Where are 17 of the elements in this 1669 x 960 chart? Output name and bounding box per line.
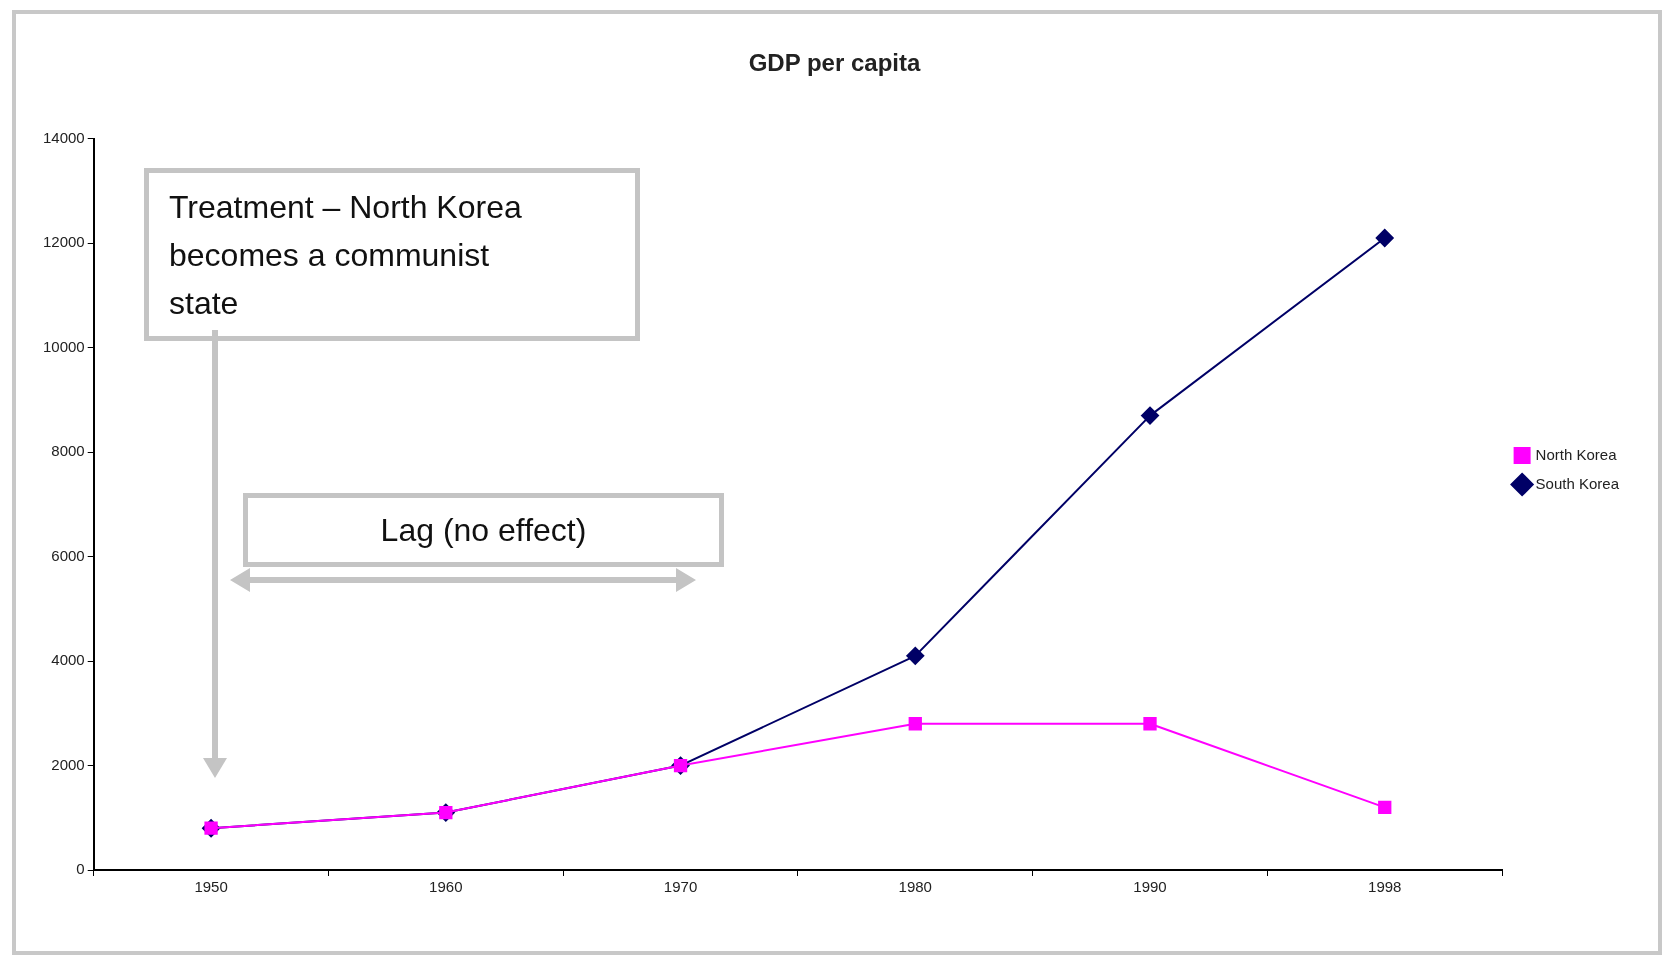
x-tick-label: 1998 — [1368, 878, 1402, 896]
y-tick-label: 10000 — [42, 337, 85, 355]
y-tick-label: 0 — [76, 860, 85, 878]
y-tick-label: 6000 — [51, 546, 85, 564]
x-tick-label: 1950 — [194, 878, 228, 896]
chart-title: GDP per capita — [748, 49, 921, 77]
x-tick-label: 1970 — [663, 878, 698, 896]
y-tick-label: 14000 — [42, 128, 85, 146]
legend-label: South Korea — [1535, 474, 1620, 492]
y-tick-label: 2000 — [51, 755, 85, 773]
x-tick-label: 1980 — [898, 878, 932, 896]
y-tick-label: 4000 — [51, 651, 85, 669]
x-tick-label: 1960 — [429, 878, 463, 896]
legend-label: North Korea — [1535, 445, 1618, 463]
y-tick-label: 12000 — [42, 233, 85, 251]
x-tick-label: 1990 — [1133, 878, 1167, 896]
y-tick-label: 8000 — [51, 442, 85, 460]
